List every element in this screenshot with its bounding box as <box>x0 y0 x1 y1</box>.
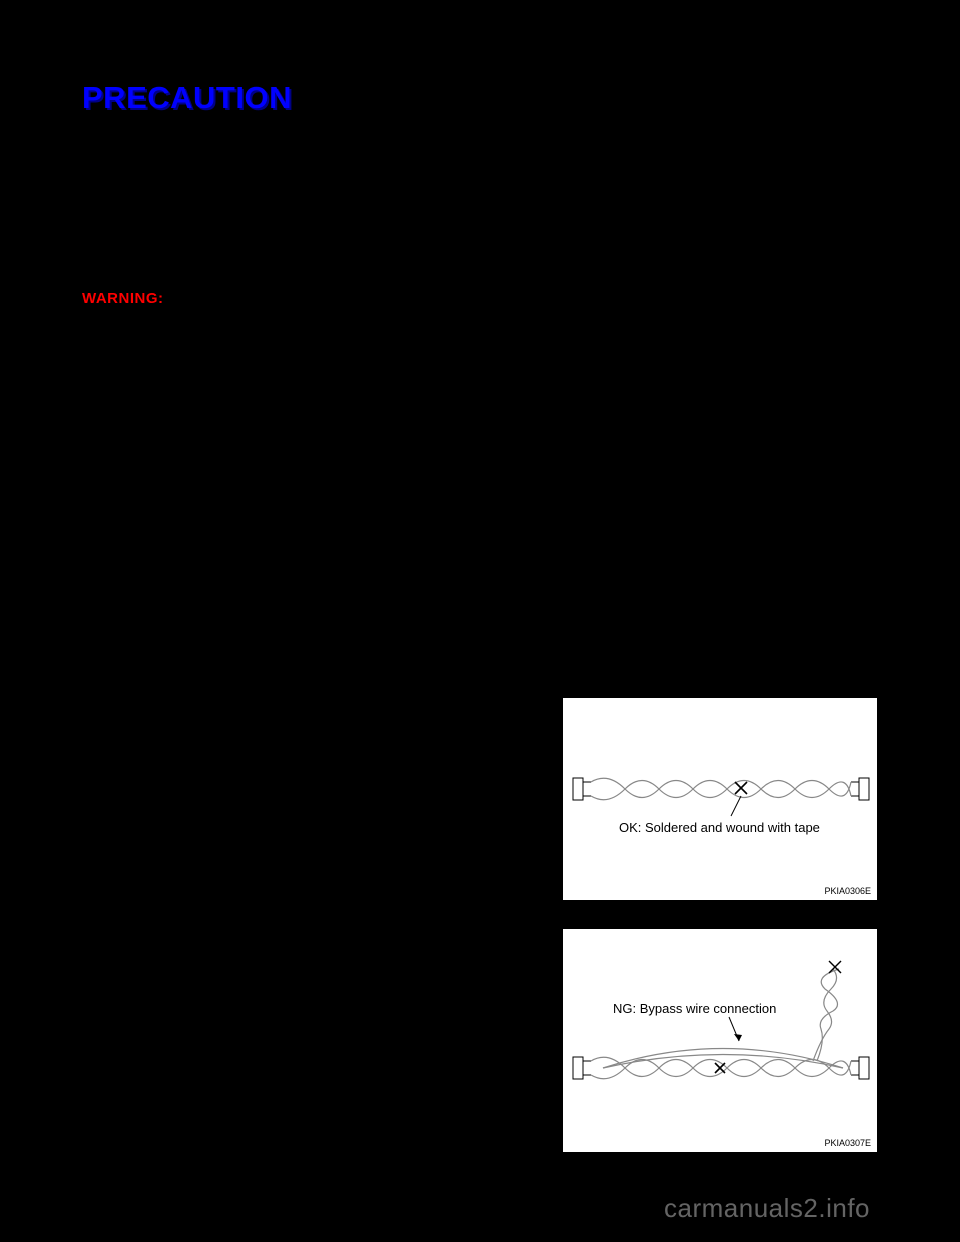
watermark: carmanuals2.info <box>664 1193 870 1224</box>
figure-ng-bypass: NG: Bypass wire connection PKIA0307E <box>562 928 878 1153</box>
figure-ok-solder: OK: Soldered and wound with tape PKIA030… <box>562 697 878 901</box>
wire-diagram-ok <box>563 698 879 902</box>
wire-diagram-ng <box>563 929 879 1154</box>
figure1-label: OK: Soldered and wound with tape <box>619 820 820 835</box>
warning-label: WARNING: <box>82 290 164 307</box>
figure2-id: PKIA0307E <box>824 1138 871 1148</box>
page-heading: PRECAUTION <box>82 80 292 116</box>
figure1-id: PKIA0306E <box>824 886 871 896</box>
figure2-label: NG: Bypass wire connection <box>613 1001 776 1016</box>
